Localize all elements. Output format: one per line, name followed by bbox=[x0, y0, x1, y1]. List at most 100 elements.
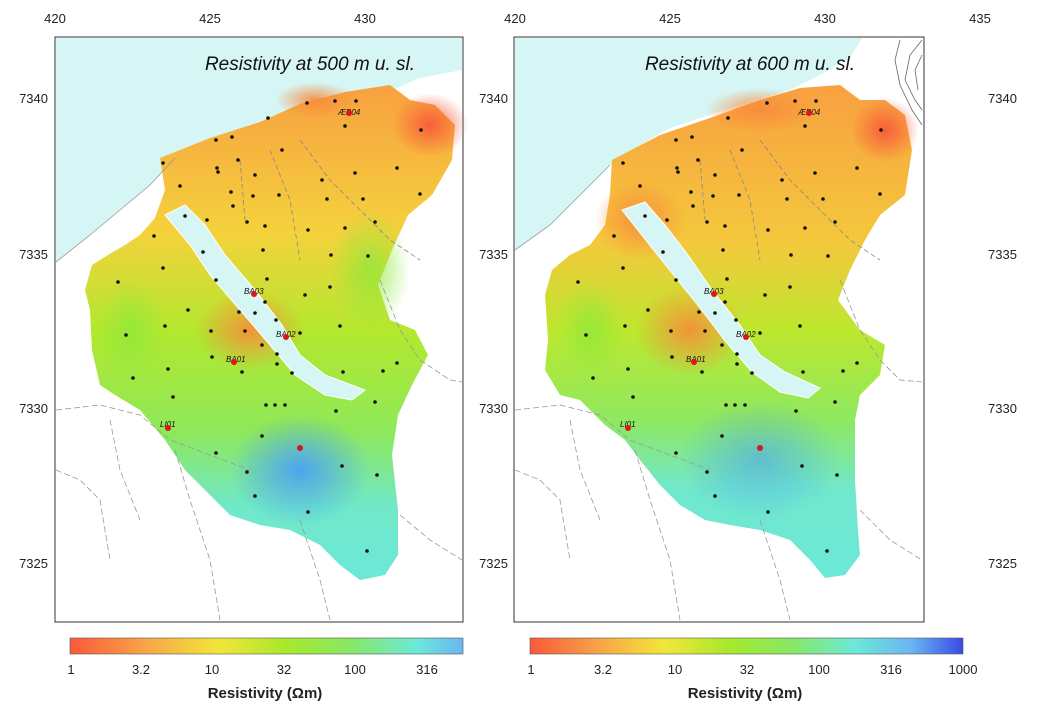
measurement-point bbox=[343, 226, 347, 230]
measurement-point bbox=[643, 214, 647, 218]
measurement-point bbox=[825, 549, 829, 553]
measurement-point bbox=[343, 124, 347, 128]
measurement-point bbox=[726, 116, 730, 120]
colorbar bbox=[529, 637, 964, 655]
measurement-point bbox=[794, 409, 798, 413]
well-marker bbox=[283, 334, 289, 340]
measurement-point bbox=[626, 367, 630, 371]
measurement-point bbox=[161, 266, 165, 270]
measurement-point bbox=[713, 311, 717, 315]
measurement-point bbox=[209, 329, 213, 333]
measurement-point bbox=[237, 310, 241, 314]
measurement-point bbox=[690, 135, 694, 139]
measurement-point bbox=[152, 234, 156, 238]
y-tick-label: 7340 bbox=[19, 91, 48, 106]
track-lines bbox=[699, 139, 881, 261]
measurement-point bbox=[214, 138, 218, 142]
map-title: Resistivity at 500 m u. sl. bbox=[205, 54, 415, 75]
measurement-point bbox=[670, 355, 674, 359]
measurement-point bbox=[835, 473, 839, 477]
measurement-point bbox=[801, 370, 805, 374]
y-tick-label: 7335 bbox=[19, 247, 48, 262]
measurement-point bbox=[171, 395, 175, 399]
measurement-point bbox=[131, 376, 135, 380]
measurement-point bbox=[661, 250, 665, 254]
x-axis-top: 420 425 430 435 bbox=[504, 11, 991, 26]
measurement-point bbox=[591, 376, 595, 380]
measurement-point bbox=[697, 310, 701, 314]
measurement-point bbox=[325, 197, 329, 201]
colorbar-labels: 1 3.2 10 32 100 316 1000 bbox=[527, 662, 977, 677]
y-tick-label: 7340 bbox=[479, 91, 508, 106]
colorbar-label: 32 bbox=[277, 662, 291, 677]
measurement-point bbox=[833, 400, 837, 404]
colorbar-label: 316 bbox=[880, 662, 902, 677]
measurement-point bbox=[243, 329, 247, 333]
measurement-point bbox=[116, 280, 120, 284]
colorbar-label: 1000 bbox=[949, 662, 978, 677]
track-lines bbox=[239, 139, 421, 261]
measurement-point bbox=[290, 371, 294, 375]
measurement-point bbox=[163, 324, 167, 328]
well-marker bbox=[165, 425, 171, 431]
measurement-point bbox=[879, 128, 883, 132]
measurement-point bbox=[178, 184, 182, 188]
measurement-point bbox=[266, 116, 270, 120]
measurement-point bbox=[253, 494, 257, 498]
colorbar-label: 10 bbox=[668, 662, 682, 677]
measurement-point bbox=[354, 99, 358, 103]
colorbar-label: 1 bbox=[527, 662, 534, 677]
measurement-point bbox=[186, 308, 190, 312]
blue-zone bbox=[680, 400, 840, 520]
measurement-point bbox=[418, 192, 422, 196]
high-low-resistivity-spot bbox=[392, 93, 468, 157]
well-marker bbox=[297, 445, 303, 451]
measurement-point bbox=[341, 370, 345, 374]
well-label: LI01 bbox=[160, 420, 176, 429]
measurement-point bbox=[305, 101, 309, 105]
y-tick-label: 7330 bbox=[479, 401, 508, 416]
measurement-point bbox=[303, 293, 307, 297]
measurement-point bbox=[584, 333, 588, 337]
measurement-point bbox=[723, 224, 727, 228]
high-low-resistivity-spot bbox=[851, 98, 919, 162]
measurement-point bbox=[251, 194, 255, 198]
measurement-point bbox=[743, 403, 747, 407]
x-axis-top: 420 425 430 bbox=[44, 11, 376, 26]
well-marker bbox=[231, 359, 237, 365]
well-label: LI01 bbox=[620, 420, 636, 429]
measurement-point bbox=[274, 318, 278, 322]
measurement-point bbox=[750, 371, 754, 375]
measurement-point bbox=[329, 253, 333, 257]
measurement-point bbox=[306, 228, 310, 232]
well-label: BA01 bbox=[686, 355, 706, 364]
x-tick-label: 425 bbox=[199, 11, 221, 26]
y-axis-left: 7340 7335 7330 7325 bbox=[479, 91, 508, 571]
measurement-point bbox=[646, 308, 650, 312]
measurement-point bbox=[691, 204, 695, 208]
measurement-point bbox=[737, 193, 741, 197]
well-marker bbox=[806, 110, 812, 116]
y-tick-label: 7325 bbox=[479, 556, 508, 571]
coastline bbox=[55, 157, 176, 263]
measurement-point bbox=[283, 403, 287, 407]
well-marker bbox=[691, 359, 697, 365]
measurement-point bbox=[724, 403, 728, 407]
measurement-point bbox=[230, 135, 234, 139]
measurement-point bbox=[705, 470, 709, 474]
measurement-point bbox=[826, 254, 830, 258]
measurement-point bbox=[798, 324, 802, 328]
measurement-point bbox=[328, 285, 332, 289]
map-panel-500m: 420 425 430 7340 7335 7330 7325 Resistiv… bbox=[19, 11, 468, 702]
well-marker bbox=[251, 291, 257, 297]
y-tick-label: 7325 bbox=[19, 556, 48, 571]
measurement-point bbox=[733, 403, 737, 407]
well-marker bbox=[743, 334, 749, 340]
colorbar-label: 3.2 bbox=[132, 662, 150, 677]
well-label: BA01 bbox=[226, 355, 246, 364]
measurement-point bbox=[878, 192, 882, 196]
map-title: Resistivity at 600 m u. sl. bbox=[645, 54, 855, 75]
y-tick-label: 7330 bbox=[988, 401, 1017, 416]
y-tick-label: 7335 bbox=[988, 247, 1017, 262]
measurement-point bbox=[395, 166, 399, 170]
